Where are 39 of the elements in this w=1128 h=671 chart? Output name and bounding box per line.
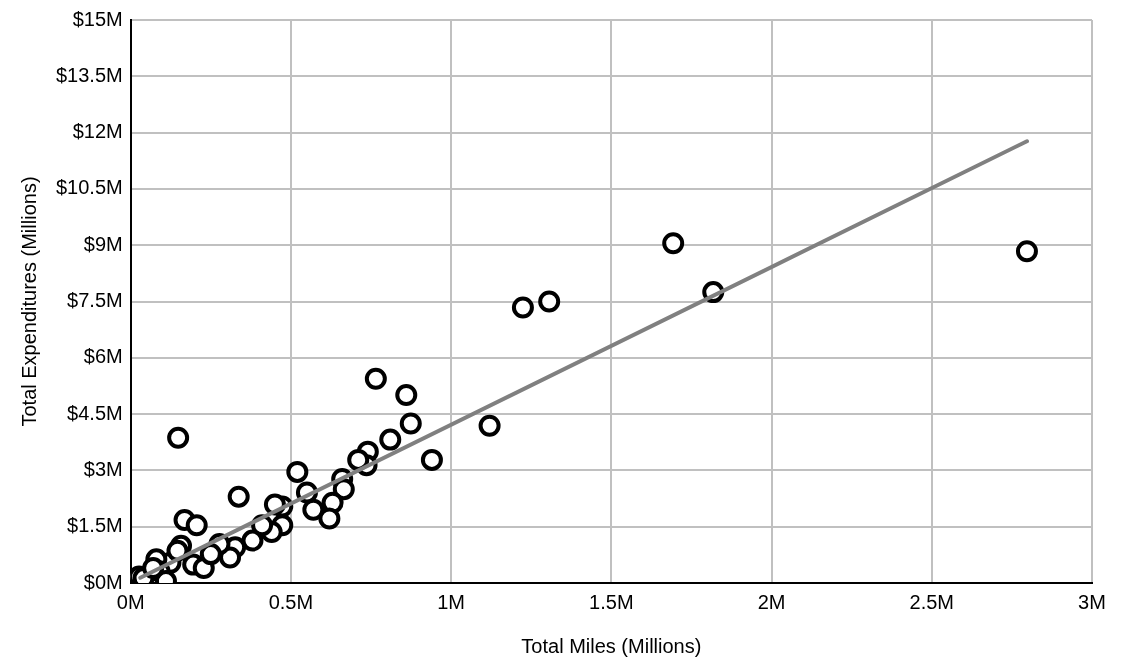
point	[364, 367, 387, 390]
point	[478, 414, 501, 437]
y-tick-label: $9M	[83, 232, 123, 255]
point	[199, 543, 222, 566]
point	[302, 498, 325, 521]
point	[379, 428, 402, 451]
x-tick-label: 0M	[116, 590, 145, 613]
y-tick-label: $0M	[83, 570, 123, 593]
y-tick-label: $13.5M	[55, 63, 123, 86]
point	[420, 448, 443, 471]
point	[395, 383, 418, 406]
y-axis-title: Total Expenditures (Millions)	[17, 176, 40, 427]
point	[662, 232, 685, 255]
y-tick-label: $4.5M	[67, 401, 123, 424]
point	[1015, 240, 1038, 263]
point	[286, 460, 309, 483]
y-tick-label: $6M	[83, 345, 123, 368]
x-tick-label: 2.5M	[909, 590, 955, 613]
x-axis-title: Total Miles (Millions)	[521, 634, 702, 657]
y-tick-label: $7.5M	[67, 289, 123, 312]
point	[227, 485, 250, 508]
point	[347, 448, 370, 471]
point	[538, 290, 561, 313]
y-tick-label: $1.5M	[67, 514, 123, 537]
point	[318, 507, 341, 530]
x-tick-label: 1M	[437, 590, 466, 613]
y-tick-label: $12M	[72, 120, 123, 143]
y-tick-label: $15M	[72, 7, 123, 30]
y-tick-label: $10.5M	[55, 176, 123, 199]
x-tick-label: 0.5M	[268, 590, 314, 613]
point	[185, 514, 208, 537]
y-tick-label: $3M	[83, 457, 123, 480]
point	[241, 529, 264, 552]
x-tick-label: 3M	[1078, 590, 1106, 613]
point	[399, 412, 422, 435]
x-tick-label: 2M	[757, 590, 786, 613]
point	[511, 296, 534, 319]
point	[167, 426, 190, 449]
x-tick-label: 1.5M	[589, 590, 634, 613]
